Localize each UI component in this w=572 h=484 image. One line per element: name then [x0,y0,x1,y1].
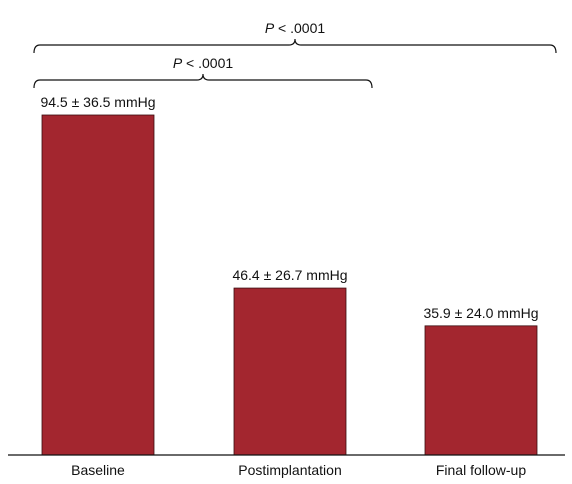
value-label-2: 46.4 ± 26.7 mmHg [232,267,347,283]
significance-bracket-2 [33,38,557,54]
category-label-1: Baseline [71,462,125,478]
p-value-text: < .0001 [274,20,325,36]
value-label-3: 35.9 ± 24.0 mmHg [423,305,538,321]
p-symbol: P [173,55,183,71]
category-labels: Baseline Postimplantation Final follow-up [71,462,526,478]
significance-bracket-1 [33,73,373,89]
value-label-1: 94.5 ± 36.5 mmHg [40,94,155,110]
bar-2 [233,287,347,456]
p-value-label-2: P < .0001 [265,20,326,36]
category-label-2: Postimplantation [238,462,342,478]
p-value-text: < .0001 [182,55,233,71]
category-label-3: Final follow-up [436,462,526,478]
p-symbol: P [265,20,275,36]
bars [41,114,538,456]
value-labels: 94.5 ± 36.5 mmHg 46.4 ± 26.7 mmHg 35.9 ± 2… [40,94,538,321]
bar-1 [41,114,155,456]
p-value-label-1: P < .0001 [173,55,234,71]
bar-3 [424,325,538,456]
